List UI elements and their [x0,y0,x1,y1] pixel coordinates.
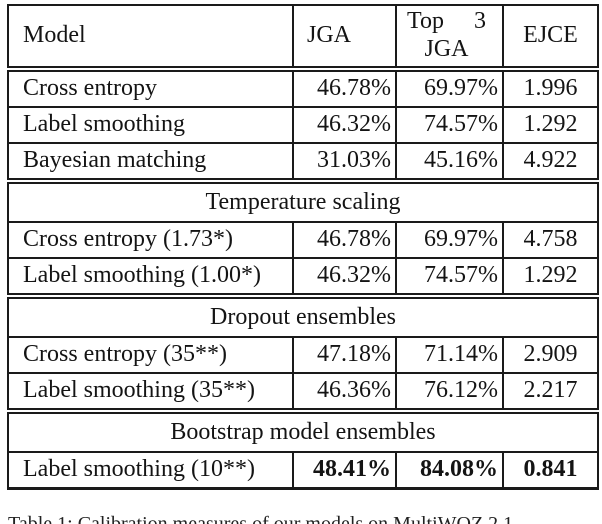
jga-cell: 46.78% [292,68,397,108]
top3-jga-cell: 71.14% [395,336,504,374]
jga-cell: 31.03% [292,142,397,184]
jga-cell: 46.32% [292,257,397,299]
table-row: Cross entropy 46.78% 69.97% 1.996 [7,68,599,108]
top3-jga-cell: 69.97% [395,221,504,259]
column-header-ejce: EJCE [502,4,599,72]
section-header-bootstrap-ensembles: Bootstrap model ensembles [7,410,599,453]
model-name-cell: Label smoothing (35**) [7,372,294,414]
section-header-row: Temperature scaling [7,180,599,223]
model-name-cell: Label smoothing (10**) [7,451,294,490]
section-header-row: Dropout ensembles [7,295,599,338]
ejce-cell: 4.758 [502,221,599,259]
model-name-cell: Label smoothing [7,106,294,144]
jga-cell: 48.41% [292,451,397,490]
section-header-row: Bootstrap model ensembles [7,410,599,453]
top3-jga-cell: 45.16% [395,142,504,184]
column-header-top3-jga: Top 3 JGA [395,4,504,72]
ejce-cell: 2.909 [502,336,599,374]
table-caption: Table 1: Calibration measures of our mod… [8,513,519,524]
table-row-best-result: Label smoothing (10**) 48.41% 84.08% 0.8… [7,451,599,490]
ejce-cell: 0.841 [502,451,599,490]
top3-header-line2: JGA [424,36,469,62]
top3-jga-cell: 69.97% [395,68,504,108]
model-name-cell: Cross entropy (1.73*) [7,221,294,259]
table-row: Cross entropy (1.73*) 46.78% 69.97% 4.75… [7,221,599,259]
table-header-row: Model JGA Top 3 JGA EJCE [7,4,599,72]
table-row: Cross entropy (35**) 47.18% 71.14% 2.909 [7,336,599,374]
top3-jga-cell: 74.57% [395,257,504,299]
model-name-cell: Cross entropy [7,68,294,108]
jga-cell: 47.18% [292,336,397,374]
top3-jga-cell: 74.57% [395,106,504,144]
model-name-cell: Label smoothing (1.00*) [7,257,294,299]
top3-jga-cell: 76.12% [395,372,504,414]
top3-jga-cell: 84.08% [395,451,504,490]
table-row: Label smoothing (1.00*) 46.32% 74.57% 1.… [7,257,599,299]
table-row: Label smoothing (35**) 46.36% 76.12% 2.2… [7,372,599,414]
calibration-results-table: Model JGA Top 3 JGA EJCE Cross entropy 4… [7,4,599,490]
ejce-cell: 1.292 [502,257,599,299]
table-row: Label smoothing 46.32% 74.57% 1.292 [7,106,599,144]
section-header-dropout-ensembles: Dropout ensembles [7,295,599,338]
ejce-cell: 4.922 [502,142,599,184]
jga-cell: 46.78% [292,221,397,259]
ejce-cell: 1.292 [502,106,599,144]
section-header-temperature-scaling: Temperature scaling [7,180,599,223]
ejce-cell: 2.217 [502,372,599,414]
column-header-model: Model [7,4,294,72]
top3-header-word: Top [407,8,444,35]
jga-cell: 46.32% [292,106,397,144]
model-name-cell: Cross entropy (35**) [7,336,294,374]
model-name-cell: Bayesian matching [7,142,294,184]
top3-header-num: 3 [474,8,486,35]
jga-cell: 46.36% [292,372,397,414]
column-header-jga: JGA [292,4,397,72]
top3-header-line1: Top 3 [407,8,486,36]
ejce-cell: 1.996 [502,68,599,108]
table-row: Bayesian matching 31.03% 45.16% 4.922 [7,142,599,184]
